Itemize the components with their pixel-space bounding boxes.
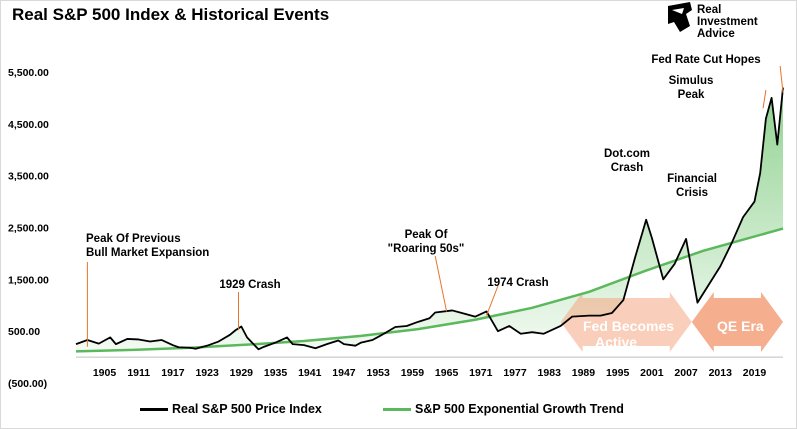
annotation-label: Financial Crisis <box>667 172 717 200</box>
x-tick-label: 1971 <box>469 367 493 379</box>
annotation-label: Simulus Peak <box>669 74 714 102</box>
era-label: Fed Becomes Active <box>583 318 674 350</box>
x-tick-label: 1917 <box>161 367 185 379</box>
annotation-leader-line <box>434 255 448 312</box>
x-tick-label: 2019 <box>743 367 767 379</box>
era-label-line: Active <box>595 334 638 350</box>
x-tick-label: 1941 <box>298 367 322 379</box>
x-tick-label: 1965 <box>435 367 459 379</box>
x-tick-label: 2007 <box>674 367 698 379</box>
era-arrow-fed-active <box>560 292 692 352</box>
annotation-label: 1974 Crash <box>487 277 549 289</box>
annotation-leader-line <box>486 285 499 316</box>
annotation-line: Dot.com <box>604 148 650 160</box>
annotation-label: Fed Rate Cut Hopes <box>651 54 761 66</box>
y-tick-label: 1,500.00 <box>8 274 49 286</box>
chart-title: Real S&P 500 Index & Historical Events <box>12 5 330 24</box>
y-tick-label: 4,500.00 <box>8 119 49 131</box>
x-tick-label: 2013 <box>709 367 733 379</box>
annotation-line: "Roaring 50s" <box>387 243 465 255</box>
x-tick-label: 1983 <box>538 367 562 379</box>
logo-line-2: Investment <box>697 16 758 28</box>
y-tick-label: 5,500.00 <box>8 67 49 79</box>
y-tick-label: (500.00) <box>8 378 47 390</box>
legend: Real S&P 500 Price Index S&P 500 Exponen… <box>0 398 797 420</box>
annotation-line: Peak Of Previous <box>86 233 181 245</box>
logo-line-3: Advice <box>697 28 735 40</box>
legend-swatch-price <box>140 407 168 411</box>
x-tick-label: 1947 <box>332 367 356 379</box>
legend-label-trend: S&P 500 Exponential Growth Trend <box>415 402 624 416</box>
legend-item-price: Real S&P 500 Price Index <box>140 402 322 416</box>
annotation-line: Financial <box>667 173 717 185</box>
legend-swatch-trend <box>383 407 411 411</box>
legend-item-trend: S&P 500 Exponential Growth Trend <box>383 402 624 416</box>
logo-text: Real Investment Advice <box>697 4 787 40</box>
x-tick-label: 1911 <box>127 367 150 379</box>
logo-icon <box>668 2 692 32</box>
era-label-line: Fed Becomes <box>583 318 675 334</box>
legend-label-price: Real S&P 500 Price Index <box>172 402 322 416</box>
annotation-line: Peak Of <box>404 229 448 241</box>
x-tick-label: 1959 <box>401 367 425 379</box>
annotation-line: Peak <box>677 89 705 101</box>
annotation-line: Crisis <box>676 187 708 199</box>
annotation-leader-line <box>762 89 767 109</box>
annotation-line: Bull Market Expansion <box>86 247 210 259</box>
x-tick-label: 1929 <box>230 367 254 379</box>
annotation-label: Peak Of Previous Bull Market Expansion <box>86 232 209 260</box>
x-tick-label: 1935 <box>264 367 288 379</box>
x-tick-label: 1905 <box>93 367 117 379</box>
x-tick-label: 2001 <box>640 367 664 379</box>
y-tick-label: 3,500.00 <box>8 171 49 183</box>
y-tick-label: 500.00 <box>8 326 40 338</box>
logo-line-1: Real <box>697 4 722 16</box>
y-tick-label: 2,500.00 <box>8 223 49 235</box>
series-line-price <box>75 87 784 351</box>
era-label: QE Era <box>717 318 764 334</box>
annotation-label: Peak Of "Roaring 50s" <box>388 228 465 256</box>
annotation-line: Simulus <box>668 75 714 87</box>
x-tick-label: 1989 <box>572 367 596 379</box>
annotation-line: Crash <box>610 162 644 174</box>
x-tick-label: 1953 <box>367 367 391 379</box>
era-arrow-qe <box>691 292 783 352</box>
annotation-leader-line <box>779 65 784 93</box>
x-tick-label: 1995 <box>606 367 630 379</box>
annotation-label: Dot.com Crash <box>604 147 650 175</box>
x-tick-label: 1923 <box>195 367 219 379</box>
x-tick-label: 1977 <box>503 367 527 379</box>
annotation-label: 1929 Crash <box>219 279 281 291</box>
